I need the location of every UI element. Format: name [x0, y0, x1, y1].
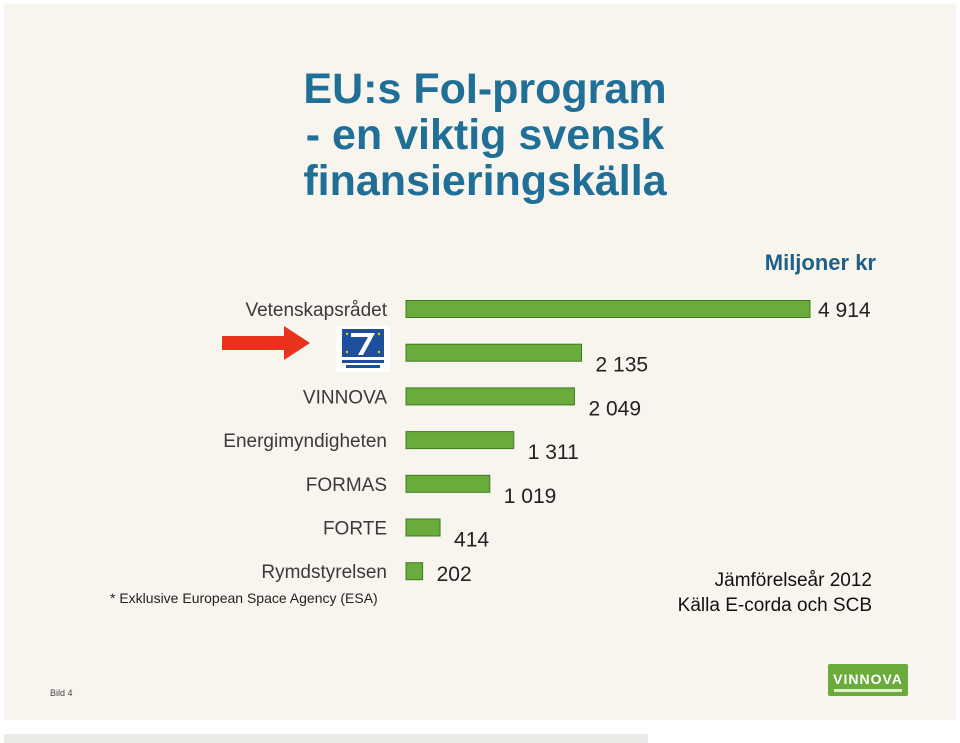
footnote: * Exklusive European Space Agency (ESA) — [110, 590, 378, 606]
page-title: EU:s FoI-program - en viktig svensk fina… — [230, 66, 740, 204]
comparison-year: Jämförelseår 2012 — [714, 570, 872, 591]
slide-number: Bild 4 — [50, 688, 73, 698]
title-line-2: - en viktig svensk — [305, 111, 665, 159]
value-label-5: 414 — [454, 529, 489, 552]
category-label-3: Energimyndigheten — [223, 431, 387, 452]
value-label-4: 1 019 — [504, 485, 557, 508]
bottom-strip — [4, 734, 648, 743]
bar-6 — [405, 562, 424, 581]
bar-2 — [405, 387, 575, 406]
category-label-6: Rymdstyrelsen — [261, 562, 387, 583]
value-label-1: 2 135 — [596, 354, 649, 377]
bar-1 — [405, 343, 583, 362]
value-label-0: 4 914 — [818, 299, 871, 322]
category-label-4: FORMAS — [306, 475, 387, 496]
unit-label: Miljoner kr — [764, 250, 876, 275]
red-arrow-icon — [222, 326, 310, 360]
vinnova-logo: VINNOVA — [828, 664, 908, 696]
bar-5 — [405, 518, 441, 537]
bar-0 — [405, 300, 811, 318]
bar-4 — [405, 474, 491, 493]
value-label-2: 2 049 — [588, 397, 641, 420]
value-label-6: 202 — [437, 563, 472, 586]
bar-3 — [405, 431, 515, 450]
slide-background — [4, 4, 956, 720]
value-label-3: 1 311 — [528, 441, 579, 464]
seventh-framework-programme-logo — [336, 326, 390, 372]
vinnova-logo-text: VINNOVA — [833, 671, 903, 687]
category-label-2: VINNOVA — [303, 387, 387, 408]
logo-underline — [834, 689, 902, 692]
source-text: Källa E-corda och SCB — [677, 595, 872, 616]
category-label-0: Vetenskapsrådet — [245, 300, 387, 321]
category-label-5: FORTE — [323, 519, 387, 540]
source-note: Jämförelseår 2012 Källa E-corda och SCB — [678, 568, 872, 618]
title-line-1: EU:s FoI-program — [303, 65, 667, 113]
title-line-3: finansieringskälla — [303, 157, 667, 205]
